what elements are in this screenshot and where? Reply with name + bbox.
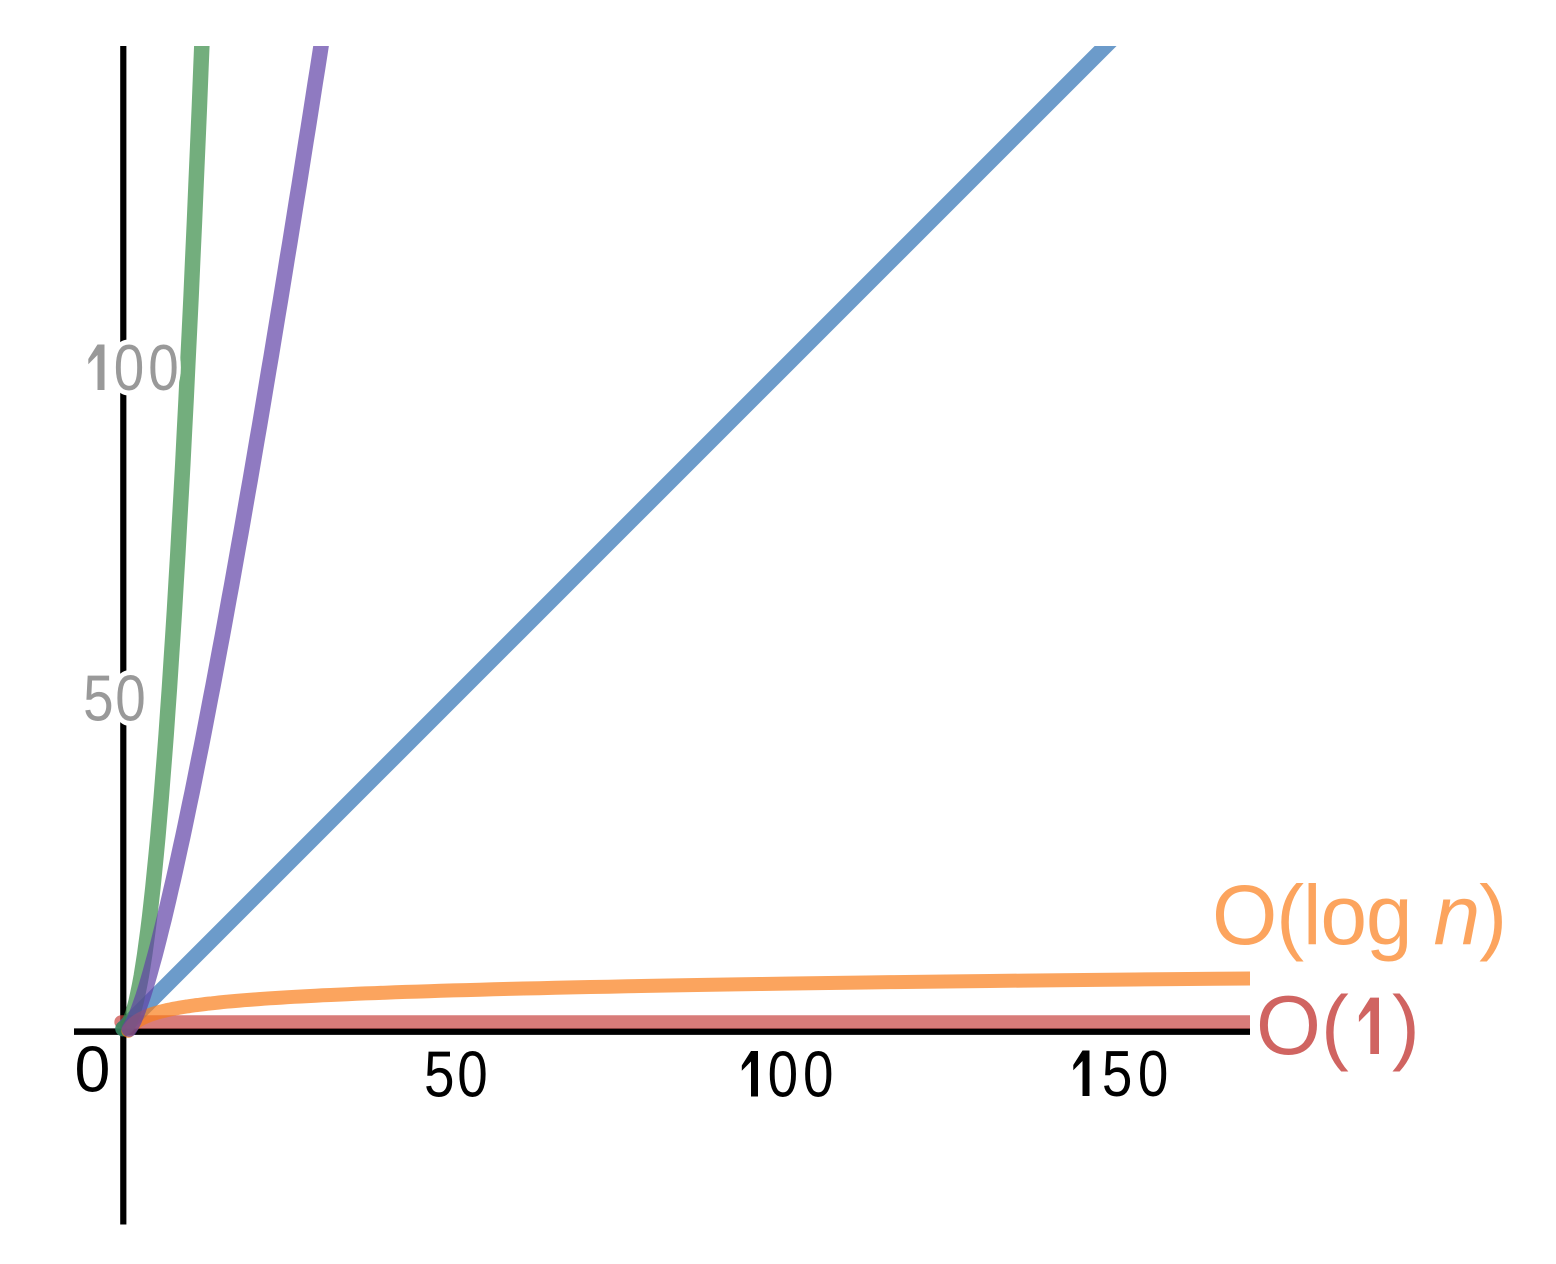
svg-text:0: 0: [1138, 1038, 1168, 1110]
svg-text:5: 5: [424, 1038, 454, 1110]
svg-text:5: 5: [424, 1038, 454, 1110]
svg-text:O(: O(: [1256, 978, 1349, 1072]
svg-text:0: 0: [148, 332, 178, 404]
svg-text:0: 0: [114, 332, 144, 404]
svg-text:0: 0: [115, 662, 145, 734]
svg-text:0: 0: [74, 1034, 110, 1106]
svg-text:0: 0: [148, 332, 178, 404]
svg-text:0: 0: [115, 662, 145, 734]
svg-text:5: 5: [83, 662, 113, 734]
svg-text:5: 5: [1102, 1038, 1132, 1110]
svg-text:): ): [1392, 978, 1420, 1072]
svg-text:5: 5: [83, 662, 113, 734]
svg-text:O(log n): O(log n): [1212, 868, 1506, 962]
svg-text:O(log n): O(log n): [1212, 868, 1506, 962]
svg-text:0: 0: [803, 1038, 833, 1110]
svg-text:0: 0: [768, 1038, 798, 1110]
svg-text:0: 0: [768, 1038, 798, 1110]
svg-text:): ): [1392, 978, 1420, 1072]
svg-text:0: 0: [114, 332, 144, 404]
svg-text:0: 0: [457, 1038, 487, 1110]
svg-text:0: 0: [457, 1038, 487, 1110]
svg-text:0: 0: [1138, 1038, 1168, 1110]
svg-text:5: 5: [1102, 1038, 1132, 1110]
svg-text:0: 0: [74, 1034, 110, 1106]
svg-text:O(: O(: [1256, 978, 1349, 1072]
svg-text:0: 0: [803, 1038, 833, 1110]
